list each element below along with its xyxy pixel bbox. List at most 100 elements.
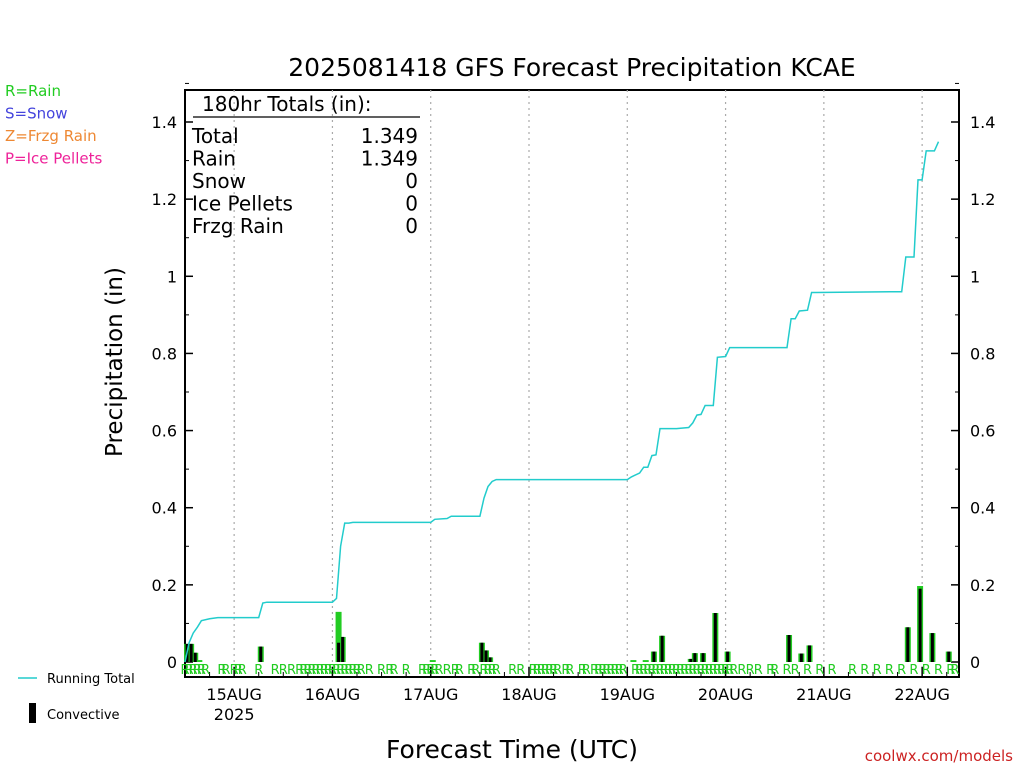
precip-type-marker: R	[365, 663, 374, 678]
convective-bar	[693, 653, 697, 662]
y-tick-label: 0.6	[970, 422, 995, 441]
precip-type-marker: R	[766, 663, 775, 678]
precip-type-marker: R	[234, 663, 243, 678]
precip-type-marker: R	[508, 663, 517, 678]
precip-type-marker: R	[418, 663, 427, 678]
convective-bar	[787, 635, 791, 662]
precip-type-marker: R	[492, 663, 501, 678]
y-axis-label: Precipitation (in)	[102, 267, 128, 457]
precip-type-marker: R	[746, 663, 755, 678]
precip-type-marker: R	[312, 663, 321, 678]
precip-type-marker: R	[696, 663, 705, 678]
type-legend-entry: Z=Frzg Rain	[5, 127, 97, 145]
precip-type-marker: R	[828, 663, 837, 678]
precip-type-marker: R	[344, 663, 353, 678]
totals-row-value: 1.349	[361, 124, 418, 148]
precip-type-marker: R	[324, 663, 333, 678]
precip-bar	[630, 660, 637, 662]
type-legend-entry: R=Rain	[5, 82, 61, 100]
precip-type-marker: R	[885, 663, 894, 678]
precip-type-marker: R	[451, 663, 460, 678]
precip-type-marker: R	[860, 663, 869, 678]
totals-rows: Total 1.349 Rain 1.349 Snow 0 Ice Pellets 0 Frzg…	[191, 124, 418, 238]
precip-type-marker: R	[651, 663, 660, 678]
y-axis-right: 0 0.2 0.4 0.6 0.8 1 1.2 1.4	[951, 82, 995, 672]
totals-heading: 180hr Totals (in):	[202, 92, 372, 116]
precip-type-marker: R	[230, 663, 239, 678]
precip-type-marker: R	[484, 663, 493, 678]
x-tick-label: 20AUG	[698, 685, 753, 704]
y-tick-label: 1.4	[152, 113, 177, 132]
precip-type-marker: R	[754, 663, 763, 678]
y-tick-label: 0.8	[152, 344, 177, 363]
running-total-series	[184, 141, 940, 663]
precip-bar	[642, 660, 649, 662]
precip-type-marker: R	[287, 663, 296, 678]
precip-type-marker: R	[303, 663, 312, 678]
precip-type-marker: R	[590, 663, 599, 678]
precip-type-marker: R	[443, 663, 452, 678]
totals-row-label: Frzg Rain	[192, 214, 284, 238]
precip-type-marker: R	[934, 663, 943, 678]
precip-type-marker: R	[656, 663, 665, 678]
convective-bar	[689, 658, 693, 662]
x-axis-label: Forecast Time (UTC)	[386, 735, 638, 764]
precip-bar	[429, 660, 436, 662]
x-tick-label: 17AUG	[403, 685, 458, 704]
convective-bar	[484, 650, 488, 662]
convective-bar	[799, 653, 803, 662]
precip-type-marker: R	[299, 663, 308, 678]
y-tick-label: 1.2	[970, 190, 995, 209]
precip-type-marker: R	[565, 663, 574, 678]
convective-bar	[488, 657, 492, 662]
convective-bar	[341, 636, 345, 662]
precip-type-marker: R	[516, 663, 525, 678]
precip-type-marker: R	[426, 663, 435, 678]
precip-type-marker: R	[680, 663, 689, 678]
convective-bar	[652, 651, 656, 662]
precip-type-marker: R	[782, 663, 791, 678]
type-legend-entry: P=Ice Pellets	[5, 150, 102, 168]
precip-type-marker: R	[709, 663, 718, 678]
precip-type-marker: R	[189, 663, 198, 678]
precip-type-marker: R	[295, 663, 304, 678]
precip-type-marker: R	[221, 663, 230, 678]
precip-type-marker: R	[385, 663, 394, 678]
totals-row-label: Total	[191, 124, 239, 148]
precip-type-marker: R	[873, 663, 882, 678]
convective-bar	[701, 653, 705, 662]
precip-type-marker: R	[197, 663, 206, 678]
precip-type-marker: R	[717, 663, 726, 678]
convective-bar	[918, 588, 922, 662]
series-legend-label: Convective	[47, 708, 120, 723]
precip-type-marker: R	[271, 663, 280, 678]
y-tick-label: 1	[167, 267, 177, 286]
y-tick-label: 0.4	[152, 499, 177, 518]
convective-bar	[660, 635, 664, 662]
x-tick-label: 16AUG	[305, 685, 360, 704]
precip-type-marker: R	[615, 663, 624, 678]
precip-type-marker: R	[705, 663, 714, 678]
x-tick-label: 22AUG	[894, 685, 949, 704]
precip-type-marker: R	[770, 663, 779, 678]
precip-type-marker: R	[455, 663, 464, 678]
totals-row-label: Snow	[192, 169, 246, 193]
precip-type-marker: R	[533, 663, 542, 678]
x-tick-label: 18AUG	[501, 685, 556, 704]
precip-type-marker: R	[922, 663, 931, 678]
precip-type-marker: R	[598, 663, 607, 678]
y-tick-label: 0	[970, 653, 980, 672]
precip-type-marker: R	[848, 663, 857, 678]
precip-type-marker: R	[578, 663, 587, 678]
precip-type-marker: R	[610, 663, 619, 678]
totals-row-value: 0	[405, 169, 418, 193]
precip-type-marker: R	[537, 663, 546, 678]
convective-bar	[337, 642, 341, 662]
precip-type-marker: R	[701, 663, 710, 678]
chart-title: 2025081418 GFS Forecast Precipitation KC…	[288, 53, 855, 82]
y-tick-label: 0	[167, 653, 177, 672]
precip-type-marker: R	[185, 663, 194, 678]
precip-type-marker: R	[389, 663, 398, 678]
precip-type-marker: R	[254, 663, 263, 678]
